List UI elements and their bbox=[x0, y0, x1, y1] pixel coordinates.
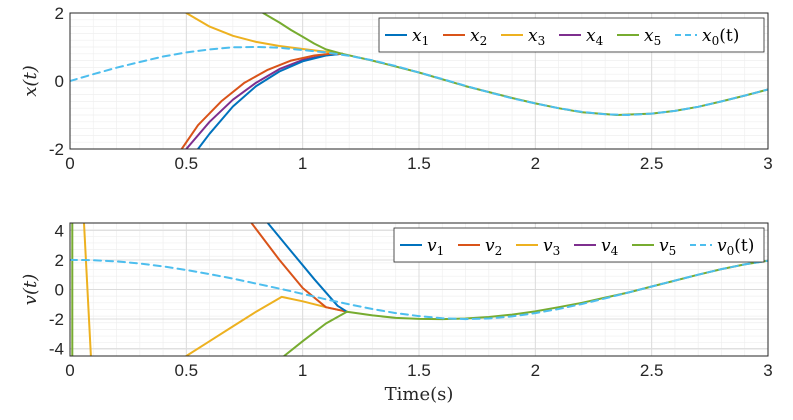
series-line bbox=[283, 310, 348, 356]
x-tick-label: 3 bbox=[763, 361, 772, 380]
series-line bbox=[70, 46, 768, 116]
y-tick-label: 4 bbox=[55, 221, 64, 240]
legend: x1 x2 x3 x4 x5 x0(t) bbox=[378, 17, 765, 53]
x-tick-label: 3 bbox=[763, 154, 772, 173]
y-axis-label: x(t) bbox=[20, 65, 41, 96]
series-group bbox=[70, 13, 768, 149]
y-tick-label: 0 bbox=[55, 281, 64, 300]
legend-label: v2 bbox=[485, 236, 502, 258]
series-line bbox=[262, 13, 344, 55]
legend-label: v0(t) bbox=[717, 236, 754, 258]
legend-label: v1 bbox=[427, 236, 444, 258]
series-line bbox=[266, 223, 348, 313]
x-tick-label: 1 bbox=[298, 154, 307, 173]
x-tick-label: 2.5 bbox=[640, 154, 664, 173]
y-tick-label: -2 bbox=[49, 310, 64, 329]
axes-box bbox=[69, 222, 769, 357]
y-tick-label: 2 bbox=[55, 251, 64, 270]
legend-label: x3 bbox=[528, 26, 545, 48]
x-tick-label: 0.5 bbox=[175, 154, 199, 173]
axes-box bbox=[69, 12, 769, 150]
x-tick-label: 1.5 bbox=[407, 154, 431, 173]
legend-label: x5 bbox=[644, 26, 661, 48]
y-axis-label: v(t) bbox=[20, 274, 41, 305]
legend-label: v5 bbox=[659, 236, 676, 258]
x-tick-label: 2.5 bbox=[640, 361, 664, 380]
series-line bbox=[83, 223, 92, 356]
x-tick-label: 0.5 bbox=[175, 361, 199, 380]
legend: v1 v2 v3 v4 v5 v0(t) bbox=[393, 227, 765, 263]
series-group bbox=[70, 223, 768, 356]
series-line bbox=[197, 52, 344, 149]
legend-label: x2 bbox=[470, 26, 487, 48]
x-tick-label: 0 bbox=[65, 361, 74, 380]
y-tick-label: 2 bbox=[55, 4, 64, 23]
x-tick-label: 1.5 bbox=[407, 361, 431, 380]
x-axis-label: Time(s) bbox=[385, 384, 454, 405]
legend-label: v3 bbox=[543, 236, 560, 258]
y-tick-label: -4 bbox=[49, 340, 64, 359]
x-tick-label: 0 bbox=[65, 154, 74, 173]
x-tick-label: 2 bbox=[531, 154, 540, 173]
x-tick-label: 2 bbox=[531, 361, 540, 380]
series-line bbox=[70, 258, 768, 321]
series-line bbox=[185, 295, 348, 356]
x-tick-label: 1 bbox=[298, 361, 307, 380]
series-line bbox=[250, 223, 348, 313]
legend-label: x0(t) bbox=[702, 26, 739, 48]
series-line bbox=[180, 52, 344, 149]
y-tick-label: 0 bbox=[55, 72, 64, 91]
legend-label: x4 bbox=[586, 26, 604, 48]
legend-label: v4 bbox=[601, 236, 619, 258]
y-tick-label: -2 bbox=[49, 140, 64, 159]
legend-label: x1 bbox=[412, 26, 429, 48]
